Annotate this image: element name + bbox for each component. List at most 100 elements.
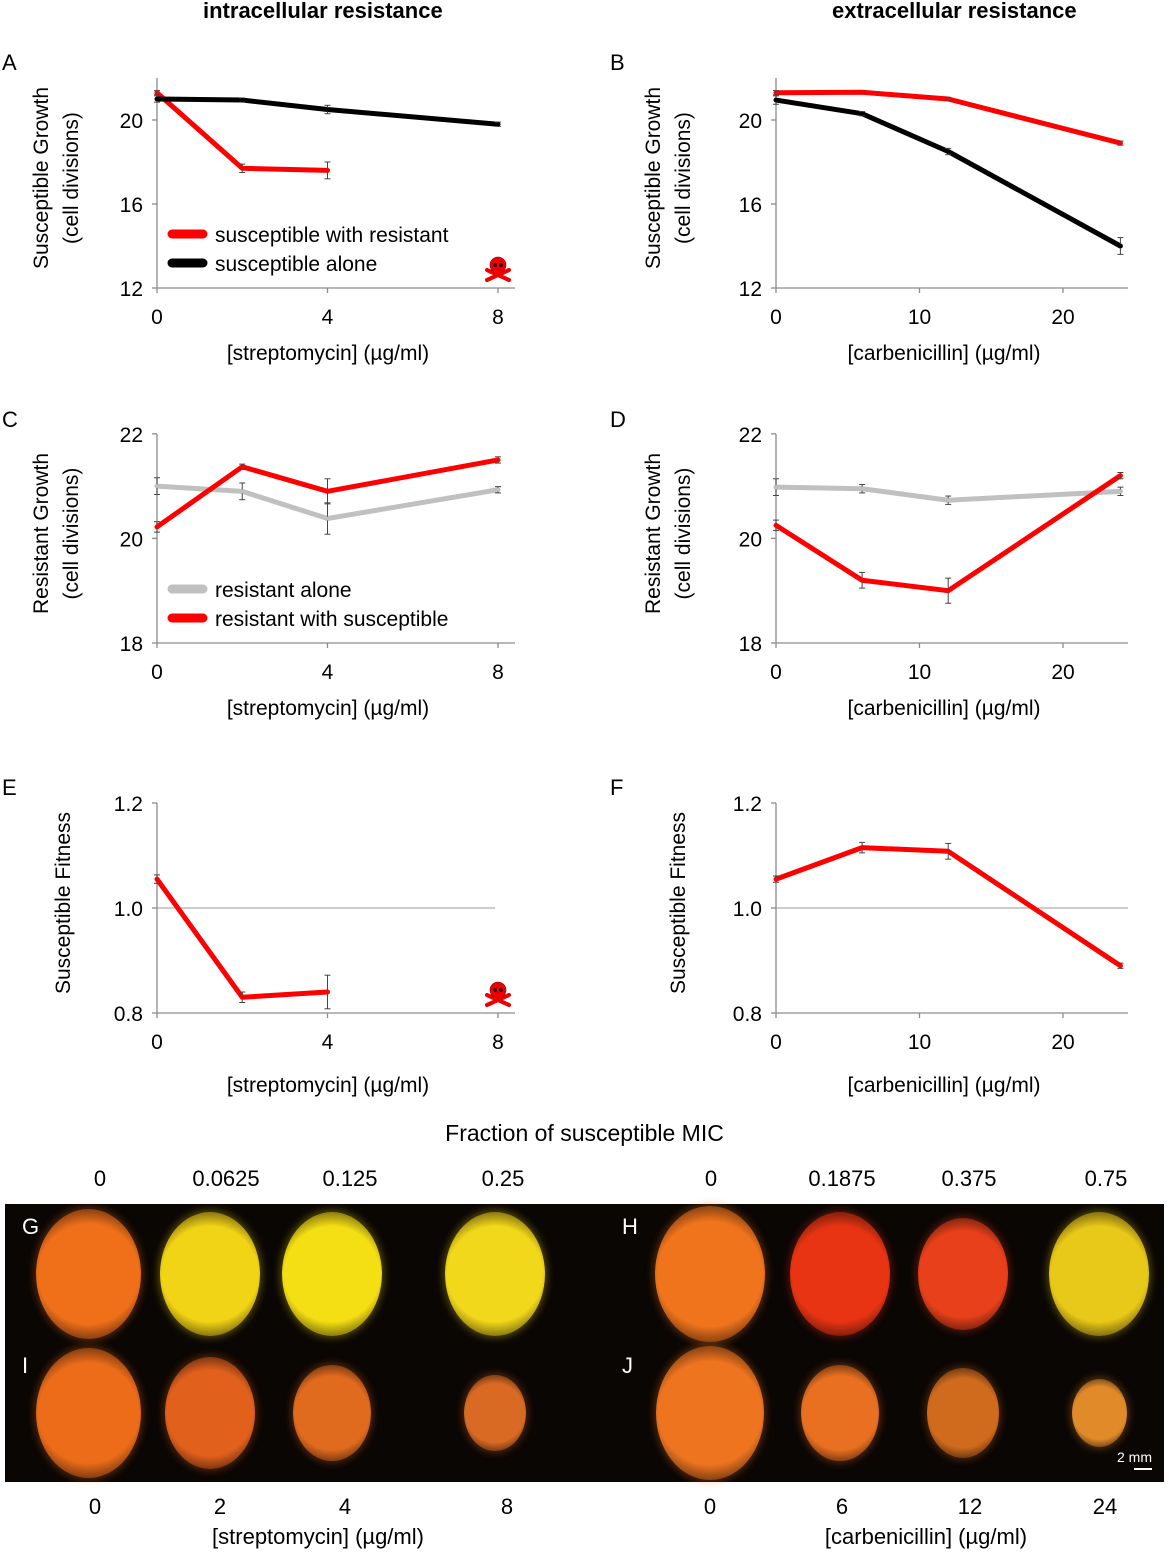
- x-tick-label: 0: [151, 1031, 163, 1054]
- image-panel-label-h: H: [622, 1214, 638, 1239]
- legend-label: susceptible with resistant: [215, 224, 449, 247]
- bacterial-colony: [35, 1208, 141, 1340]
- x-tick-label: 8: [492, 306, 504, 329]
- x-tick-label: 4: [322, 1031, 334, 1054]
- y-tick-label: 1.0: [114, 898, 143, 921]
- bacterial-colony: [464, 1374, 526, 1452]
- eye: [493, 263, 497, 267]
- x-tick-label: 4: [322, 306, 334, 329]
- data-point: [946, 97, 951, 101]
- concentration-label: 4: [338, 1494, 352, 1519]
- y-axis-label: Susceptible Fitness: [52, 812, 75, 994]
- x-tick-label: 0: [151, 306, 163, 329]
- data-point: [860, 578, 865, 583]
- panel-label-c: C: [2, 407, 18, 432]
- concentration-label: 6: [835, 1494, 849, 1519]
- mic-fraction-label: 0.25: [481, 1166, 525, 1191]
- concentration-label: 0: [703, 1494, 717, 1519]
- x-tick-label: 8: [492, 661, 504, 684]
- data-point: [860, 90, 865, 95]
- scale-bar-label: 2 mm: [1117, 1449, 1152, 1465]
- x-axis-label: [streptomycin] (µg/ml): [227, 1074, 429, 1097]
- data-point: [860, 111, 865, 116]
- bacterial-colony: [160, 1212, 260, 1336]
- data-point: [946, 588, 951, 593]
- bacterial-colony: [1049, 1212, 1149, 1336]
- y-axis-label: Susceptible Growth: [30, 87, 53, 269]
- data-point: [240, 464, 245, 469]
- x-tick-label: 0: [770, 306, 782, 329]
- y-tick-label: 16: [739, 194, 762, 217]
- x-tick-label: 10: [908, 306, 931, 329]
- mic-fraction-label: 0.75: [1084, 1166, 1128, 1191]
- data-point: [946, 849, 951, 854]
- image-x-label-carbenicillin: [carbenicillin] (µg/ml): [824, 1524, 1028, 1549]
- series-line: [773, 473, 1123, 594]
- data-point: [240, 98, 245, 103]
- y-tick-label: 1.0: [733, 898, 762, 921]
- x-tick-label: 20: [1051, 306, 1074, 329]
- mic-fraction-label: 0.1875: [808, 1166, 876, 1191]
- data-point: [946, 498, 951, 503]
- y-tick-label: 20: [120, 110, 143, 133]
- bacterial-colony: [801, 1364, 879, 1462]
- data-point: [325, 990, 330, 994]
- concentration-label: 24: [1092, 1494, 1118, 1519]
- panel-label-b: B: [610, 50, 625, 75]
- image-panel-label-g: G: [22, 1214, 40, 1239]
- x-tick-label: 4: [322, 661, 334, 684]
- data-point: [774, 523, 778, 528]
- scale-bar: [1134, 1468, 1152, 1470]
- y-axis-label: Susceptible Growth: [642, 87, 665, 269]
- eye: [499, 988, 503, 992]
- y-axis-label: Resistant Growth: [642, 453, 665, 614]
- panel-label-f: F: [610, 775, 624, 800]
- mic-fraction-label: 0.0625: [192, 1166, 260, 1191]
- y-axis-label: (cell divisions): [672, 112, 695, 244]
- data-point: [1118, 244, 1123, 248]
- legend-label: susceptible alone: [215, 253, 377, 276]
- x-axis-label: [streptomycin] (µg/ml): [227, 697, 429, 720]
- mic-fraction-label: 0.125: [322, 1166, 378, 1191]
- column-title-extracellular: extracellular resistance: [832, 0, 1077, 23]
- mic-fraction-label: 0.375: [941, 1166, 997, 1191]
- panel-label-e: E: [2, 775, 17, 800]
- data-point: [774, 98, 778, 103]
- data-point: [496, 487, 500, 492]
- data-point: [240, 489, 245, 494]
- legend-label: resistant with susceptible: [215, 608, 448, 631]
- panel-label-d: D: [610, 407, 626, 432]
- y-tick-label: 20: [120, 528, 143, 551]
- data-point: [325, 516, 330, 521]
- data-point: [860, 845, 865, 850]
- y-tick-label: 16: [120, 194, 143, 217]
- bacterial-colony: [1071, 1378, 1127, 1448]
- data-point: [1118, 489, 1123, 494]
- data-point: [1118, 473, 1123, 478]
- column-title-intracellular: intracellular resistance: [203, 0, 443, 23]
- legend-label: resistant alone: [215, 579, 352, 602]
- bacterial-colony: [445, 1212, 545, 1336]
- jaw: [494, 996, 502, 1001]
- skull-crossbones-icon: [485, 256, 511, 282]
- eye: [493, 988, 497, 992]
- concentration-label: 0: [88, 1494, 102, 1519]
- image-x-label-streptomycin: [streptomycin] (µg/ml): [212, 1524, 424, 1549]
- data-point: [240, 995, 245, 1000]
- y-tick-label: 12: [120, 278, 143, 301]
- data-point: [860, 486, 865, 491]
- y-tick-label: 18: [739, 633, 762, 656]
- y-tick-label: 0.8: [114, 1003, 143, 1026]
- bacterial-colony: [656, 1346, 764, 1480]
- series-line: [773, 89, 1123, 146]
- x-tick-label: 0: [770, 661, 782, 684]
- x-axis-label: [streptomycin] (µg/ml): [227, 342, 429, 365]
- x-tick-label: 10: [908, 1031, 931, 1054]
- series-line: [154, 457, 501, 530]
- y-tick-label: 18: [120, 633, 143, 656]
- y-axis-label: (cell divisions): [60, 112, 83, 244]
- bacterial-colony: [165, 1357, 255, 1469]
- data-point: [1118, 963, 1123, 968]
